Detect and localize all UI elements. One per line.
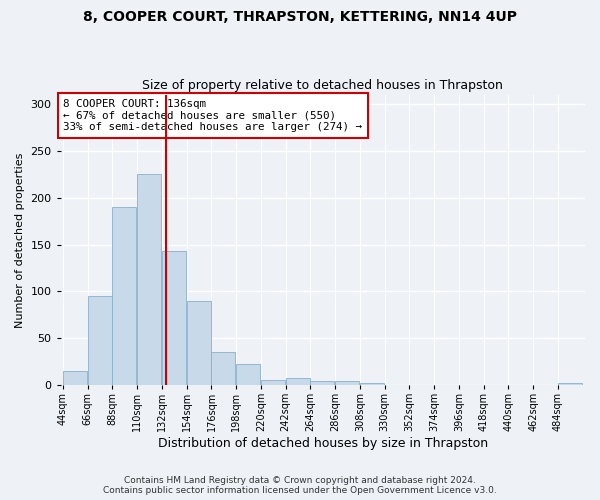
Bar [360, 384, 384, 385]
Text: Contains HM Land Registry data © Crown copyright and database right 2024.
Contai: Contains HM Land Registry data © Crown c… [103, 476, 497, 495]
Bar [137, 174, 161, 385]
Title: Size of property relative to detached houses in Thrapston: Size of property relative to detached ho… [142, 79, 503, 92]
Text: 8, COOPER COURT, THRAPSTON, KETTERING, NN14 4UP: 8, COOPER COURT, THRAPSTON, KETTERING, N… [83, 10, 517, 24]
Bar [88, 296, 112, 385]
Bar [211, 352, 235, 385]
Text: 8 COOPER COURT: 136sqm
← 67% of detached houses are smaller (550)
33% of semi-de: 8 COOPER COURT: 136sqm ← 67% of detached… [64, 99, 362, 132]
Bar [236, 364, 260, 385]
Bar [286, 378, 310, 385]
Bar [558, 384, 582, 385]
Bar [162, 251, 186, 385]
Bar [187, 301, 211, 385]
Bar [261, 380, 285, 385]
X-axis label: Distribution of detached houses by size in Thrapston: Distribution of detached houses by size … [158, 437, 488, 450]
Bar [112, 207, 136, 385]
Bar [335, 382, 359, 385]
Bar [63, 371, 87, 385]
Y-axis label: Number of detached properties: Number of detached properties [15, 152, 25, 328]
Bar [310, 382, 334, 385]
